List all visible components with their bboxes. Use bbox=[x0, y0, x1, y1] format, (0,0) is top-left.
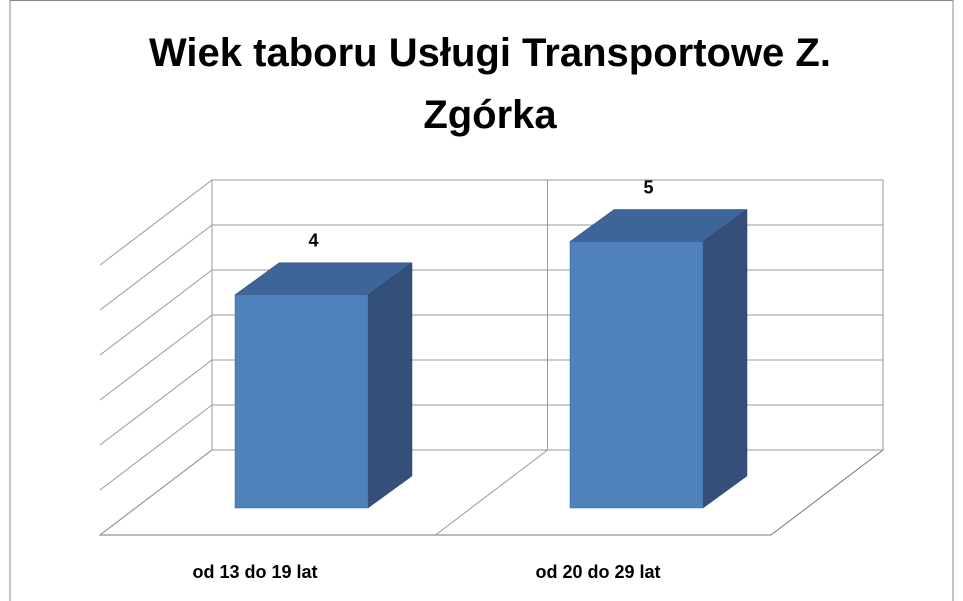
floor-divider bbox=[435, 449, 548, 536]
x-tick-label: od 13 do 19 lat bbox=[192, 562, 317, 582]
bar-side bbox=[367, 262, 413, 509]
grid-line bbox=[99, 179, 883, 266]
chart-frame bbox=[9, 0, 954, 601]
value-label: 5 bbox=[643, 177, 653, 197]
value-label: 4 bbox=[308, 231, 318, 251]
chart-title: Wiek taboru Usługi Transportowe Z. Zgórk… bbox=[149, 31, 831, 137]
bar-side bbox=[702, 209, 748, 509]
grid-line bbox=[99, 359, 883, 446]
x-tick-label: od 20 do 29 lat bbox=[535, 562, 660, 582]
grid-line bbox=[99, 269, 883, 356]
grid-line bbox=[99, 404, 883, 491]
bar bbox=[234, 294, 369, 509]
grid-line bbox=[99, 224, 883, 311]
grid-line bbox=[99, 314, 883, 401]
bar bbox=[569, 241, 704, 509]
